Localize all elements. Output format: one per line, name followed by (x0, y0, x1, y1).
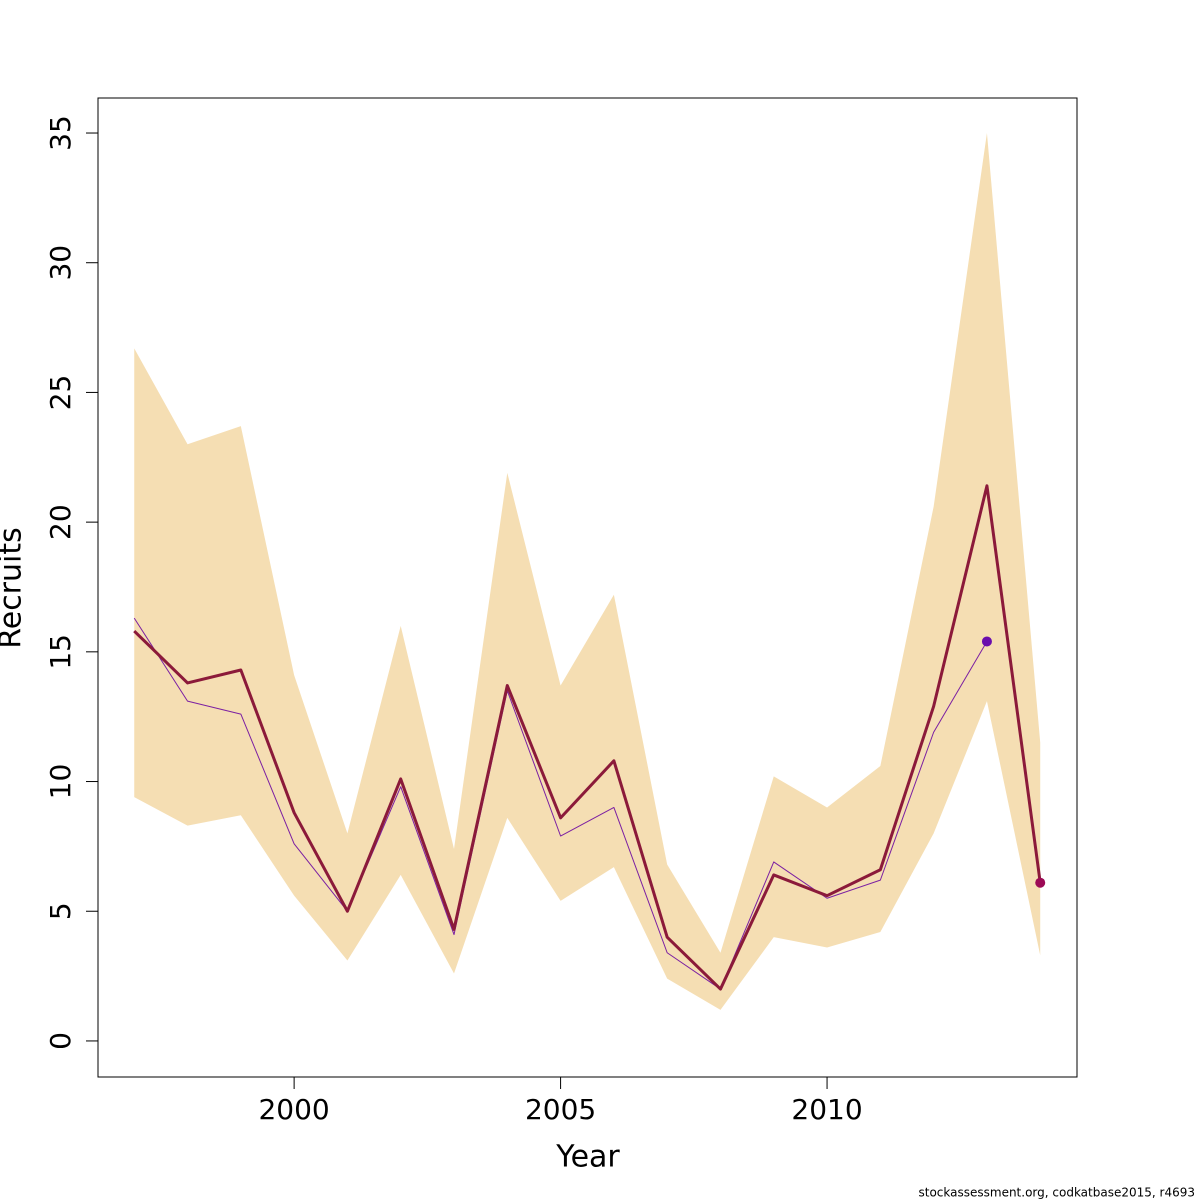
end-point (981, 636, 992, 647)
y-tick-label: 35 (44, 115, 77, 151)
footnote: stockassessment.org, codkatbase2015, r46… (919, 1186, 1196, 1200)
confidence-band (134, 133, 1041, 1010)
y-tick-label: 20 (44, 504, 77, 540)
y-tick-label: 30 (44, 245, 77, 281)
y-tick-label: 0 (44, 1032, 77, 1050)
x-tick-label: 2005 (525, 1093, 596, 1126)
plot-frame (97, 97, 1078, 1078)
y-tick-label: 10 (44, 764, 77, 800)
end-point (1035, 877, 1046, 888)
y-tick-label: 25 (44, 375, 77, 411)
x-tick-label: 2010 (791, 1093, 862, 1126)
x-tick-label: 2000 (258, 1093, 329, 1126)
series-line (133, 617, 988, 990)
x-axis-label: Year (555, 1140, 620, 1175)
y-tick-label: 15 (44, 634, 77, 670)
y-tick-label: 5 (44, 902, 77, 920)
series-line (133, 484, 1042, 991)
y-axis-label: Recruits (0, 527, 29, 649)
